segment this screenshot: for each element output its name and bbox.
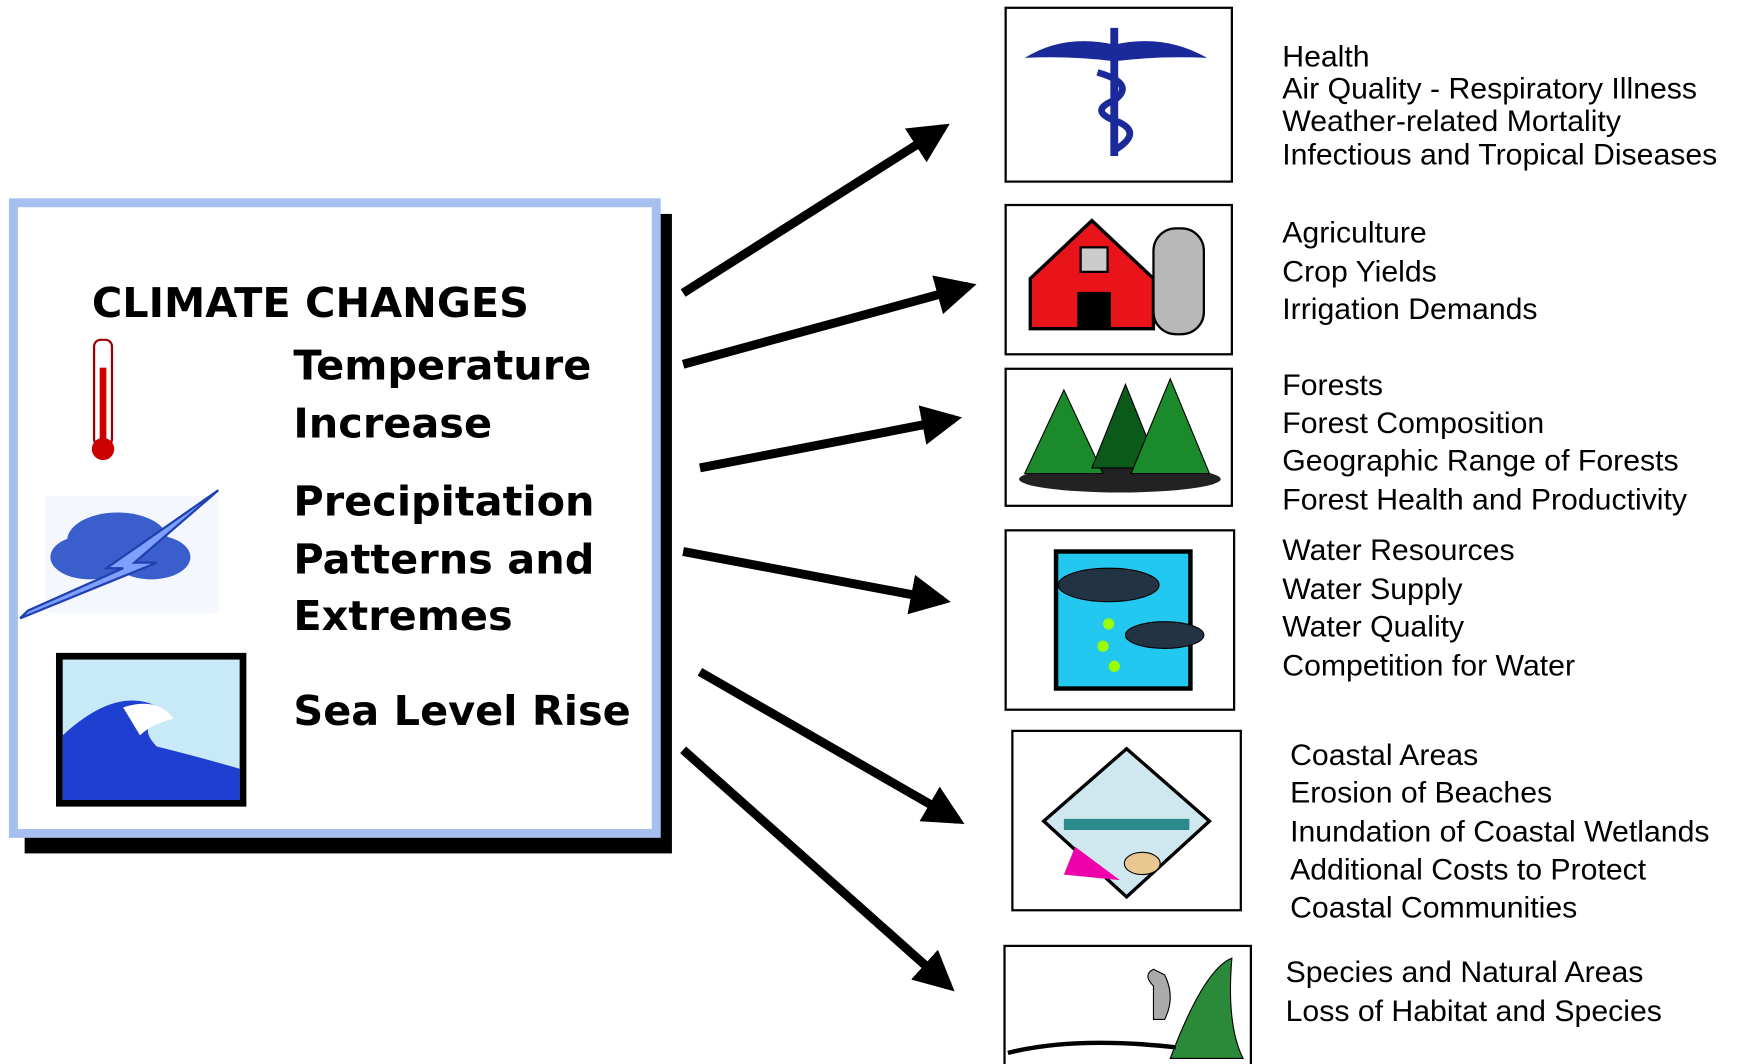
impact-health: Health Air Quality - Respiratory Illness… [1282, 40, 1717, 171]
impact-item: Loss of Habitat and Species [1286, 995, 1662, 1028]
cause-line: Increase [293, 399, 492, 447]
cause-line: Temperature [293, 341, 591, 389]
agriculture-icon [1006, 205, 1232, 354]
diagram: CLIMATE CHANGES Temperature Increase Pre… [0, 0, 1747, 1064]
arrow [683, 128, 943, 293]
wave-icon [56, 653, 246, 807]
impact-item: Competition for Water [1282, 650, 1575, 683]
impact-title: Water Resources [1282, 534, 1514, 567]
causes-title: CLIMATE CHANGES [92, 279, 529, 327]
impact-item: Inundation of Coastal Wetlands [1290, 816, 1709, 849]
health-icon [1006, 8, 1232, 182]
arrow [683, 750, 948, 986]
impact-item: Additional Costs to Protect [1290, 854, 1647, 887]
impact-item: Air Quality - Respiratory Illness [1282, 73, 1697, 106]
impact-forests: Forests Forest Composition Geographic Ra… [1282, 369, 1688, 517]
impact-agriculture: Agriculture Crop Yields Irrigation Deman… [1282, 216, 1537, 326]
arrow [700, 419, 954, 468]
impact-item: Weather-related Mortality [1282, 105, 1622, 138]
cause-line: Extremes [293, 592, 512, 640]
species-icon [1005, 946, 1251, 1064]
cause-line: Patterns and [293, 535, 594, 583]
impact-item: Crop Yields [1282, 255, 1437, 288]
impact-item: Coastal Communities [1290, 892, 1577, 925]
impact-item: Forest Health and Productivity [1282, 484, 1688, 517]
page: {"causes": {"title": "CLIMATE CHANGES", … [0, 0, 1747, 1064]
storm-icon [20, 490, 218, 618]
impact-item: Erosion of Beaches [1290, 777, 1552, 810]
impact-item: Water Quality [1282, 611, 1465, 644]
water-icon [1006, 530, 1234, 709]
arrow [683, 286, 969, 364]
impact-item: Infectious and Tropical Diseases [1282, 138, 1717, 171]
impact-title: Health [1282, 40, 1369, 73]
arrow [683, 551, 943, 600]
impact-item: Water Supply [1282, 573, 1463, 606]
impact-water: Water Resources Water Supply Water Quali… [1282, 534, 1575, 683]
impact-item: Irrigation Demands [1282, 293, 1537, 326]
impact-coastal: Coastal Areas Erosion of Beaches Inundat… [1290, 739, 1709, 925]
forests-icon [1006, 369, 1232, 506]
impact-title: Forests [1282, 369, 1383, 402]
impact-title: Species and Natural Areas [1286, 956, 1644, 989]
impact-item: Geographic Range of Forests [1282, 445, 1678, 478]
impact-title: Agriculture [1282, 216, 1426, 249]
impact-title: Coastal Areas [1290, 739, 1478, 772]
coastal-icon [1012, 731, 1240, 910]
impact-item: Forest Composition [1282, 407, 1544, 440]
thermometer-icon [92, 340, 114, 460]
cause-line: Precipitation [293, 477, 594, 525]
cause-line: Sea Level Rise [293, 687, 630, 735]
impact-species: Species and Natural Areas Loss of Habita… [1286, 956, 1662, 1028]
